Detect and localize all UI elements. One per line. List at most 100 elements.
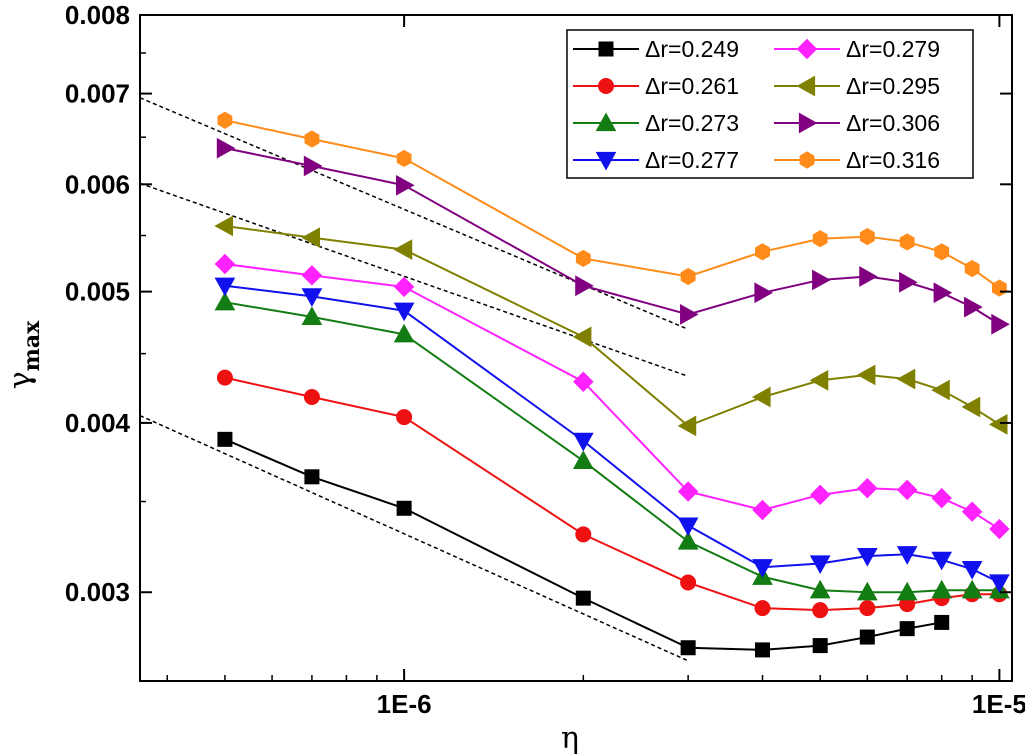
data-point	[961, 396, 981, 418]
data-point	[859, 629, 875, 645]
series-8	[217, 111, 1007, 297]
legend-label: Δr=0.295	[846, 73, 940, 99]
legend-marker	[595, 151, 617, 171]
y-axis-label: γmax	[3, 320, 45, 389]
data-point	[812, 638, 828, 654]
data-point	[393, 323, 415, 343]
y-axis-label-main: γ	[3, 371, 38, 389]
data-point	[396, 149, 412, 167]
data-point	[812, 230, 828, 248]
legend-item: Δr=0.279	[774, 36, 940, 62]
data-point	[575, 590, 591, 606]
legend-item: Δr=0.306	[774, 110, 940, 136]
series-line	[224, 438, 942, 651]
data-point	[931, 579, 953, 599]
y-tick-label: 0.006	[65, 169, 130, 199]
data-point	[575, 275, 594, 297]
data-point	[989, 574, 1010, 594]
data-point	[989, 518, 1010, 540]
data-point	[752, 499, 773, 521]
data-point	[961, 561, 983, 580]
legend-marker	[598, 78, 614, 94]
legend-item: Δr=0.261	[573, 73, 739, 99]
data-point	[991, 313, 1010, 335]
legend-label: Δr=0.277	[645, 147, 739, 173]
series-7	[216, 137, 1010, 335]
data-point	[393, 276, 415, 298]
y-tick-label: 0.008	[65, 0, 130, 30]
y-tick-label: 0.007	[65, 79, 130, 109]
data-point	[214, 215, 234, 237]
data-point	[859, 228, 875, 246]
fit-line-2	[139, 182, 689, 377]
legend-marker	[598, 41, 614, 57]
data-point	[575, 526, 592, 543]
data-point	[899, 271, 918, 293]
fit-line-1	[139, 414, 689, 662]
data-point	[812, 269, 831, 291]
legend-item: Δr=0.316	[774, 147, 940, 173]
legend-marker	[796, 38, 818, 60]
data-point	[934, 243, 950, 261]
legend-marker	[798, 112, 818, 134]
series-1	[217, 431, 950, 658]
data-point	[896, 479, 918, 501]
data-point	[304, 469, 320, 485]
fit-lines	[139, 97, 689, 662]
data-point	[754, 600, 771, 617]
data-point	[988, 414, 1008, 435]
x-tick-label: 1E-5	[972, 689, 1025, 719]
data-point	[303, 389, 320, 406]
legend-marker	[796, 75, 816, 97]
data-point	[301, 265, 323, 286]
plot-frame	[139, 14, 1013, 682]
data-point	[964, 296, 983, 318]
data-point	[572, 326, 592, 348]
data-point	[859, 266, 878, 287]
data-point	[931, 379, 950, 401]
data-point	[961, 579, 983, 599]
data-point	[896, 546, 918, 565]
x-tick-label: 1E-6	[377, 689, 432, 719]
data-point	[857, 478, 878, 499]
y-tick-label: 0.005	[65, 277, 130, 307]
data-point	[572, 450, 594, 470]
series-layer	[214, 111, 1010, 658]
legend-label: Δr=0.261	[645, 73, 739, 99]
data-point	[396, 174, 415, 196]
data-point	[216, 369, 233, 386]
data-point	[217, 431, 233, 447]
data-point	[217, 111, 233, 129]
legend-item: Δr=0.273	[573, 110, 739, 136]
legend-label: Δr=0.306	[846, 110, 940, 136]
data-point	[214, 291, 236, 311]
legend-item: Δr=0.277	[573, 147, 739, 173]
legend-label: Δr=0.279	[846, 36, 940, 62]
data-point	[303, 155, 323, 177]
data-point	[680, 267, 696, 286]
x-axis-label: η	[561, 721, 579, 754]
data-point	[809, 370, 829, 391]
data-point	[752, 559, 773, 578]
data-point	[572, 432, 594, 452]
axis-ticks: 0.003 0.004 0.005 0.006 0.007 0.008 1E-6 1E-5	[65, 0, 1025, 719]
data-point	[754, 282, 774, 304]
data-point	[393, 239, 413, 260]
data-point	[896, 368, 916, 390]
series-6	[214, 215, 1008, 437]
legend: Δr=0.249 Δr=0.261 Δr=0.273 Δr=0.277 Δr=0.279…	[566, 29, 974, 179]
data-point	[393, 302, 415, 322]
series-4	[214, 277, 1010, 594]
data-point	[896, 581, 918, 601]
data-point	[680, 304, 699, 325]
data-point	[751, 386, 771, 408]
data-point	[964, 259, 980, 278]
data-point	[680, 640, 696, 656]
legend-label: Δr=0.249	[645, 36, 739, 62]
data-point	[961, 501, 983, 522]
data-point	[680, 574, 697, 591]
data-point	[677, 481, 699, 502]
data-point	[573, 371, 594, 392]
data-point	[809, 484, 831, 506]
